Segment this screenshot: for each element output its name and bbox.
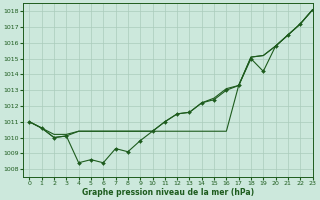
X-axis label: Graphe pression niveau de la mer (hPa): Graphe pression niveau de la mer (hPa) [82, 188, 254, 197]
